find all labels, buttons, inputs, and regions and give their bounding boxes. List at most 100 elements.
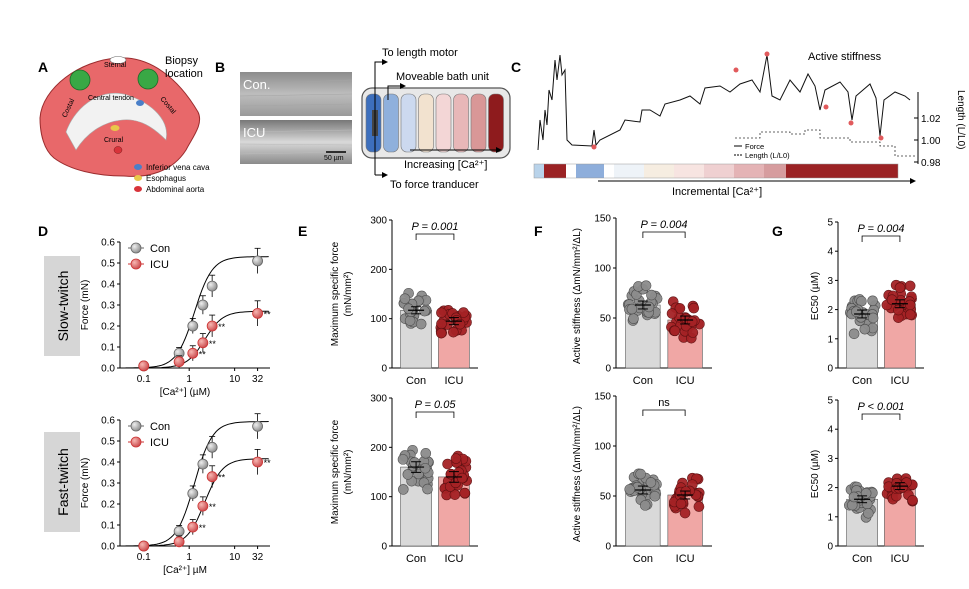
calcium-bar-segment [674, 164, 704, 178]
g-top-chart: 0 1 2 3 4 5 Con ICU P = 0.004 EC50 (µM) [810, 218, 924, 387]
f-top-chart: 0 50 100 150 Con ICU P = 0.004 Active stiffness… [572, 214, 712, 387]
panel-f: F 0 50 100 150 Con ICU P = 0.004 Active stiffne… [534, 214, 712, 565]
data-point-con [646, 289, 657, 301]
biopsy-site-left [69, 69, 91, 91]
calcium-bar-segment [704, 164, 734, 178]
significance-mark: ** [209, 339, 217, 349]
data-point-con [187, 488, 199, 499]
y-tick-label: 300 [370, 216, 387, 227]
data-point-con [628, 313, 639, 324]
data-point-con [851, 306, 862, 317]
data-point-con [863, 508, 874, 519]
y-tick-label: 200 [370, 443, 387, 454]
data-point-con [187, 320, 199, 332]
x-tick-label: ICU [444, 375, 463, 387]
data-point-con [645, 477, 657, 488]
y-tick-label: 0.0 [101, 542, 115, 553]
panel-g: G 0 1 2 3 4 5 Con ICU P = 0.004 EC50 (µM) 0 1 2 3 4 5 C… [772, 218, 924, 565]
data-point-icu [666, 308, 678, 319]
data-point-con [206, 441, 218, 453]
y-tick-label: 3 [827, 276, 833, 287]
y-tick-label: 0.6 [101, 238, 115, 249]
y-tick-label: 300 [370, 394, 387, 405]
y-tick-label: 0 [605, 364, 611, 375]
y-tick-label: 0 [827, 542, 833, 553]
significance-bracket [415, 411, 455, 418]
data-point-icu [449, 489, 461, 500]
fast-twitch-chart: 0.0 0.1 0.2 0.3 0.4 0.5 0.6 0.1 1 10 32 Force (mN) [… [80, 413, 272, 576]
fit-curve-icu [125, 310, 269, 369]
significance-mark: ** [264, 458, 272, 468]
bath-well [435, 93, 452, 153]
incremental-arrow-head [910, 178, 916, 184]
length-axis-tick-label: 1.00 [921, 136, 941, 147]
y-tick-label: 0.2 [101, 500, 115, 511]
y-tick-label: 100 [594, 442, 611, 453]
force-trace [537, 54, 911, 151]
x-axis-title: [Ca²⁺] µM [163, 565, 207, 576]
data-point-con [848, 491, 860, 503]
p-value-label: P = 0.05 [415, 399, 457, 411]
data-point-icu [693, 501, 705, 512]
slow-twitch-label: Slow-twitch [55, 271, 71, 342]
data-point-icu [436, 318, 447, 330]
data-point-con [404, 315, 416, 326]
length-trace [735, 129, 915, 157]
panel-label-d: D [38, 223, 48, 239]
data-point-con [640, 280, 652, 291]
data-point-con [197, 458, 209, 470]
y-tick-label: 0.3 [101, 301, 115, 312]
p-value-label: P = 0.001 [412, 221, 459, 233]
x-tick-label: 10 [229, 552, 241, 563]
data-point-icu [894, 282, 906, 293]
data-point-icu [197, 337, 209, 349]
length-axis-tick-label: 1.02 [921, 114, 941, 125]
y-tick-label: 50 [600, 314, 612, 325]
panel-b: B Con. ICU 50 µm To length motor To forc… [215, 47, 511, 191]
legend-marker-con [130, 242, 142, 254]
calcium-bar-segment [734, 164, 764, 178]
data-point-con [860, 488, 872, 499]
x-tick-label: 32 [252, 552, 264, 563]
legend-label-con: Con [150, 243, 170, 255]
stiffness-marker [733, 67, 739, 73]
legend-force-label: Force [745, 142, 764, 151]
data-point-con [173, 525, 185, 537]
data-point-con [397, 454, 409, 465]
label-to-force: To force tranducer [390, 179, 479, 191]
data-point-con [399, 293, 411, 304]
y-tick-label: 0 [381, 542, 387, 553]
data-point-icu [252, 456, 263, 468]
y-tick-label: 0.0 [101, 364, 115, 375]
y-axis-title: Active stiffness (ΔmN/mm²/ΔL) [572, 406, 583, 542]
calcium-bar-segment [764, 164, 786, 178]
y-tick-label: 4 [827, 425, 833, 436]
fiber-striations-con [239, 79, 353, 107]
sternal-notch [109, 56, 127, 64]
fiber-label-con: Con. [243, 77, 270, 92]
anatomy-legend: Inferior vena cava Esophagus Abdominal a… [134, 163, 210, 194]
data-point-con [867, 312, 879, 324]
data-point-icu [686, 316, 698, 327]
data-point-icu [138, 540, 150, 552]
panel-label-e: E [298, 223, 307, 239]
label-active-stiffness: Active stiffness [808, 51, 882, 63]
calcium-bar-segment [534, 164, 544, 178]
data-point-con [867, 295, 878, 307]
significance-bracket [415, 233, 455, 240]
y-tick-label: 0.1 [101, 521, 115, 532]
stiffness-marker [823, 104, 829, 110]
data-point-icu [904, 309, 916, 320]
data-point-icu [138, 360, 150, 372]
bath-unit-pointer-head [400, 83, 406, 89]
y-tick-label: 0.4 [101, 458, 115, 469]
x-tick-label: ICU [890, 375, 909, 387]
legend-label-con: Con [150, 421, 170, 433]
y-tick-label: 2 [827, 305, 833, 316]
data-point-con [859, 323, 871, 335]
x-tick-label: ICU [444, 553, 463, 565]
x-tick-label: ICU [890, 553, 909, 565]
significance-mark: ** [218, 322, 226, 332]
p-value-label: P = 0.004 [858, 223, 905, 235]
